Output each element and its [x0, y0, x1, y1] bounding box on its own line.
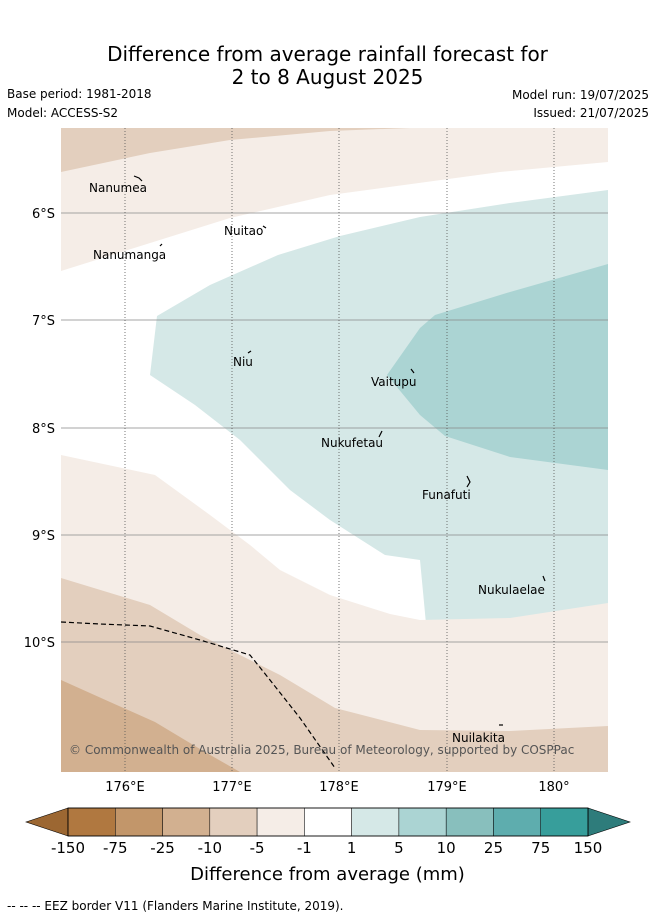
colorbar-extend-low: [25, 807, 69, 837]
colorbar-swatch: [351, 807, 400, 837]
colorbar-tick-label: 10: [437, 839, 456, 857]
contour-band-5-to-10: [387, 264, 608, 470]
colorbar-label: Difference from average (mm): [190, 864, 465, 885]
island-niu-shape: [247, 350, 252, 354]
colorbar-tick-label: -75: [103, 839, 128, 857]
eez-legend-text: -- -- -- EEZ border V11 (Flanders Marine…: [7, 899, 344, 913]
island-nukulaelae-shape: [542, 575, 546, 582]
colorbar-tick-label: -150: [51, 839, 85, 857]
eez-border-line: [61, 621, 336, 769]
lon-tick-177e: 177°E: [212, 780, 252, 795]
colorbar-swatch: [540, 807, 589, 837]
colorbar-tick-label: -25: [150, 839, 175, 857]
lat-tick-9s: 9°S: [32, 529, 55, 544]
rainfall-contours: Nanumea Nuitao Nanumanga Niu Vaitupu Nuk…: [61, 128, 608, 772]
issued-text: Issued: 21/07/2025: [533, 106, 649, 120]
place-label-funafuti: Funafuti: [422, 488, 471, 502]
colorbar-swatch: [256, 807, 305, 837]
place-label-nukufetau: Nukufetau: [321, 436, 383, 450]
place-label-vaitupu: Vaitupu: [371, 375, 417, 389]
lat-tick-8s: 8°S: [32, 422, 55, 437]
colorbar-frame: [67, 807, 589, 837]
colorbar-swatch: [162, 807, 211, 837]
latitude-gridlines: [61, 212, 608, 643]
colorbar-swatch: [67, 807, 116, 837]
lat-tick-6s: 6°S: [32, 207, 55, 222]
model-text: Model: ACCESS-S2: [7, 106, 119, 120]
place-label-nuilakita: Nuilakita: [452, 731, 505, 745]
island-vaitupu-shape: [410, 368, 415, 374]
lat-tick-7s: 7°S: [32, 314, 55, 329]
colorbar-tick-label: 75: [531, 839, 550, 857]
colorbar-tick-label: 5: [394, 839, 404, 857]
place-label-niu: Niu: [233, 355, 253, 369]
lon-tick-180: 180°: [538, 780, 569, 795]
place-label-nukulaelae: Nukulaelae: [478, 583, 545, 597]
lon-tick-178e: 178°E: [319, 780, 359, 795]
colorbar-tick-label: 25: [484, 839, 503, 857]
place-label-nanumanga: Nanumanga: [93, 248, 166, 262]
colorbar-swatch: [398, 807, 447, 837]
colorbar-tick-label: -1: [297, 839, 312, 857]
colorbar-tick-label: -10: [198, 839, 223, 857]
contour-band--5-to--10-south: [61, 578, 608, 772]
copyright-text: © Commonwealth of Australia 2025, Bureau…: [69, 743, 574, 757]
contour-band--10-to--25-south: [61, 680, 240, 772]
colorbar-swatch: [209, 807, 258, 837]
colorbar-tick-labels: -150 -75 -25 -10 -5 -1 1 5 10 25 75 150: [51, 839, 602, 857]
base-period-text: Base period: 1981-2018: [7, 87, 152, 101]
colorbar-swatches: [67, 807, 589, 837]
longitude-tick-labels: 176°E 177°E 178°E 179°E 180°: [105, 780, 569, 795]
island-shapes: [133, 175, 546, 726]
colorbar-tick-label: 150: [574, 839, 603, 857]
colorbar-swatch: [115, 807, 163, 837]
place-label-nanumea: Nanumea: [89, 181, 147, 195]
island-nukufetau-shape: [378, 430, 383, 438]
colorbar-swatch: [304, 807, 352, 837]
place-label-nuitao: Nuitao: [224, 224, 263, 238]
island-nanumea-shape: [133, 175, 143, 182]
colorbar-tick-label: 1: [347, 839, 357, 857]
island-nuitao-shape: [262, 225, 267, 229]
map-title-line2: 2 to 8 August 2025: [231, 65, 424, 89]
contour-band--5-to--10-north: [61, 128, 410, 172]
colorbar-swatch: [445, 807, 494, 837]
map-title-line1: Difference from average rainfall forecas…: [107, 42, 548, 66]
island-funafuti-shape: [466, 475, 471, 488]
island-nanumanga-shape: [159, 243, 163, 247]
colorbar-extend-high: [587, 807, 631, 837]
colorbar-swatch: [493, 807, 541, 837]
colorbar: -150 -75 -25 -10 -5 -1 1 5 10 25 75 150: [25, 807, 631, 857]
colorbar-tick-label: -5: [250, 839, 265, 857]
lat-tick-10s: 10°S: [24, 636, 55, 651]
longitude-gridlines: [124, 128, 555, 772]
place-labels: Nanumea Nuitao Nanumanga Niu Vaitupu Nuk…: [89, 181, 545, 745]
model-run-text: Model run: 19/07/2025: [511, 88, 649, 102]
lon-tick-179e: 179°E: [427, 780, 467, 795]
latitude-tick-labels: 6°S 7°S 8°S 9°S 10°S: [24, 207, 55, 651]
lon-tick-176e: 176°E: [105, 780, 145, 795]
contour-band--1-to--5-north: [61, 128, 608, 271]
